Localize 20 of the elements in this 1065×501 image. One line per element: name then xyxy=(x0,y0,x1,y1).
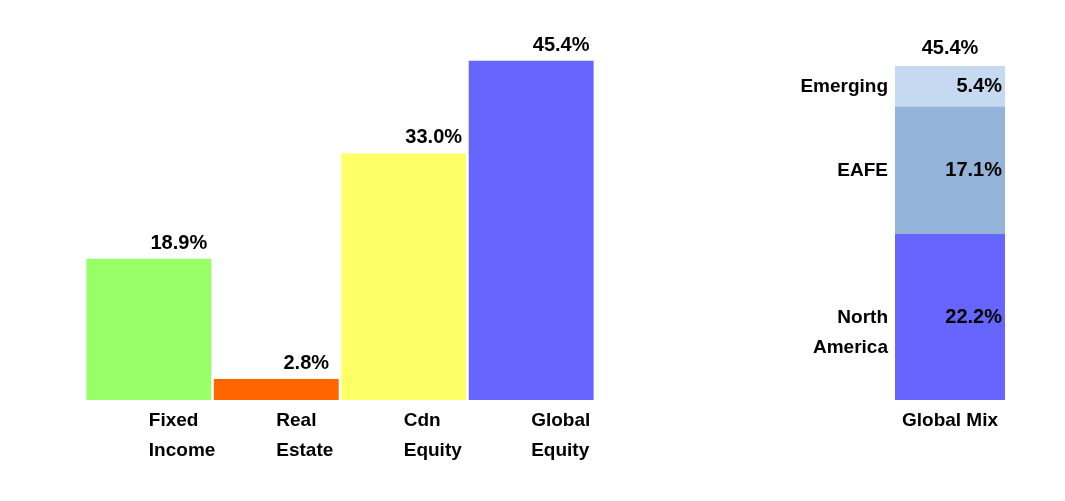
bar xyxy=(86,258,212,400)
series-label: Emerging xyxy=(800,75,888,97)
data-label: 18.9% xyxy=(150,230,208,253)
data-label: 45.4% xyxy=(532,32,590,55)
data-label: 2.8% xyxy=(283,351,330,374)
x-tick-label: Cdn Equity xyxy=(403,408,463,460)
x-tick-label: Global Equity xyxy=(531,408,591,460)
series-label: EAFE xyxy=(837,159,888,181)
data-label: 33.0% xyxy=(405,125,463,148)
data-label: 17.1% xyxy=(945,158,1003,181)
x-tick-label: Fixed Income xyxy=(148,408,216,460)
data-label: 22.2% xyxy=(945,305,1003,328)
data-label: 5.4% xyxy=(956,74,1003,97)
bar xyxy=(468,60,594,400)
series-label: North America xyxy=(813,306,889,358)
x-tick-label: Global Mix xyxy=(901,408,999,430)
text: 45.4% xyxy=(921,35,979,58)
x-tick-label: Real Estate xyxy=(276,408,334,460)
bar xyxy=(341,153,467,400)
bar xyxy=(213,379,339,400)
